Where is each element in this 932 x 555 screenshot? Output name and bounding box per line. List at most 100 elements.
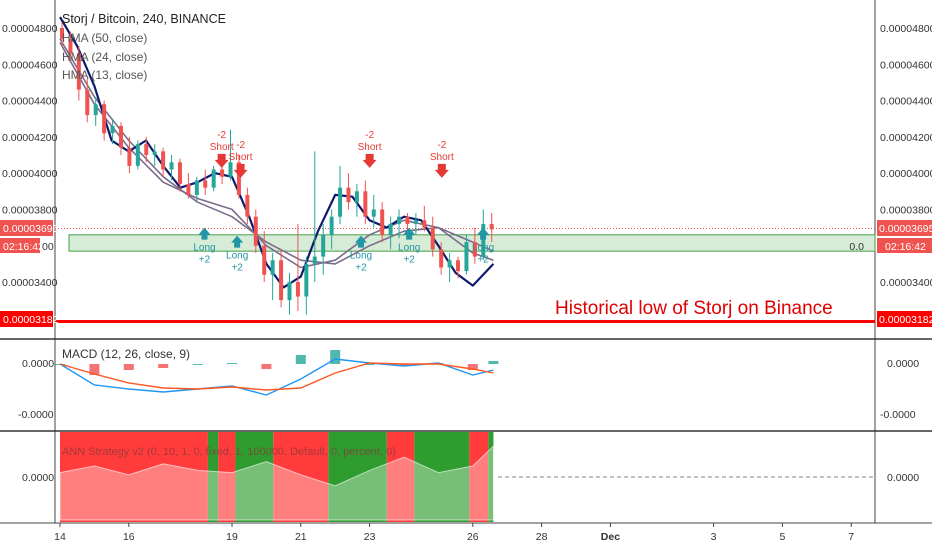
short-arrow-icon	[233, 163, 248, 178]
long-arrow-icon	[403, 227, 416, 240]
candle-body	[236, 162, 241, 195]
candle-body	[144, 144, 149, 155]
macd-histogram-bar	[488, 361, 499, 364]
candle-body	[186, 184, 191, 195]
hma50-legend: HMA (50, close)	[62, 31, 147, 45]
long-signal-label: Long	[193, 243, 215, 254]
price-tick-left: 0.00003400	[2, 277, 58, 289]
long-arrow-icon	[198, 227, 211, 240]
ann-regime-red	[273, 432, 329, 522]
long-signal-label: Long	[350, 251, 372, 262]
macd-tick-neg-right: -0.0000	[880, 409, 916, 421]
current-price-badges: 0.00003695 02:16:42 00 0.00003695 02:16:…	[0, 220, 932, 253]
price-tick-left: 0.00004000	[2, 168, 58, 180]
long-signal-label: Long	[398, 243, 420, 254]
countdown-left: 02:16:42	[3, 241, 44, 253]
macd-histogram-bar	[192, 364, 203, 365]
price-tick-right: 0.00004200	[880, 132, 932, 144]
low-price-left: 0.00003182	[3, 314, 59, 326]
macd-histogram-bar	[467, 364, 478, 370]
candle-body	[295, 282, 300, 297]
candle-body	[76, 53, 81, 90]
price-tick-right: 0.00003400	[880, 277, 932, 289]
candle-body	[397, 216, 402, 224]
long-arrow-icon	[355, 235, 367, 248]
pane-frames	[0, 0, 932, 524]
candle-body	[321, 234, 326, 257]
short-signal-label: Short	[358, 142, 382, 153]
short-signal-count: -2	[437, 140, 446, 151]
price-tick-left: 0.00004200	[2, 132, 58, 144]
candle-body	[447, 260, 452, 268]
candle-body	[253, 216, 258, 246]
hma24-legend: HMA (24, close)	[62, 50, 147, 64]
short-signal-count: -2	[217, 130, 226, 141]
price-tick-right: 0.00004800	[880, 23, 932, 35]
candle-body	[388, 223, 393, 235]
candle-body	[279, 260, 284, 301]
short-signal-count: -2	[365, 130, 374, 141]
macd-tick-zero-left: 0.0000	[22, 358, 54, 370]
short-arrow-icon	[434, 163, 449, 178]
long-signal-count: +2	[231, 263, 243, 274]
ann-regime-green	[328, 432, 387, 522]
ann-regime-red	[386, 432, 415, 522]
current-price-left: 0.00003695	[3, 223, 59, 235]
hma13-legend: HMA (13, close)	[62, 68, 147, 82]
macd-histogram-bar	[399, 364, 409, 366]
long-signal-count: +2	[199, 255, 211, 266]
price-tick-left: 0.00003800	[2, 204, 58, 216]
price-tick-right: 0.00004600	[880, 59, 932, 71]
time-tick-label: 23	[364, 531, 376, 543]
ann-regime-green	[414, 432, 470, 522]
ann-regime-red	[469, 432, 489, 522]
short-arrow-icon	[214, 153, 229, 168]
price-tick-right: 0.00003800	[880, 204, 932, 216]
macd-title: MACD (12, 26, close, 9)	[62, 347, 190, 361]
time-tick-label: 26	[467, 531, 479, 543]
symbol-title: Storj / Bitcoin, 240, BINANCE	[62, 12, 226, 26]
candle-body	[456, 260, 461, 272]
candle-body	[262, 245, 267, 275]
macd-histogram-bar	[123, 364, 134, 370]
candle-body	[439, 249, 444, 268]
macd-histogram-bar	[89, 364, 100, 375]
ann-tick-zero-right: 0.0000	[887, 472, 919, 484]
time-tick-label: 16	[123, 531, 135, 543]
price-tick-left: 0.00004600	[2, 59, 58, 71]
short-signal-label: Short	[229, 152, 253, 163]
short-arrow-icon	[362, 153, 377, 168]
ann-pane-curves	[59, 445, 494, 521]
candle-body	[464, 242, 469, 272]
candle-body	[93, 104, 98, 116]
candle-body	[338, 187, 343, 217]
short-signal-label: Short	[430, 152, 454, 163]
time-tick-label: Dec	[601, 531, 620, 543]
ann-title: ANN Strategy v2 (0, 10, 1, 0, fixed, 1, …	[62, 446, 396, 458]
candle-body	[110, 125, 115, 134]
candle-body	[177, 162, 182, 185]
candle-body	[354, 191, 359, 203]
time-tick-label: 14	[54, 531, 66, 543]
ann-regime-background	[60, 432, 494, 522]
ann-regime-green	[207, 432, 219, 522]
candle-body	[346, 187, 351, 203]
macd-tick-zero-right: 0.0000	[887, 358, 919, 370]
partial-tick-right: 0.0	[849, 241, 864, 253]
historical-low-annotation: Historical low of Storj on Binance	[555, 298, 833, 319]
long-signal-count: +2	[477, 255, 489, 266]
candle-body	[245, 194, 250, 217]
price-tick-right: 0.00004000	[880, 168, 932, 180]
ann-value-area	[59, 445, 494, 521]
long-arrow-icon	[231, 235, 244, 248]
candle-body	[489, 223, 494, 230]
candle-body	[413, 220, 418, 224]
candle-body	[363, 191, 368, 217]
low-price-right: 0.00003182	[879, 314, 932, 326]
candles	[60, 22, 494, 315]
candle-body	[472, 242, 477, 257]
macd-signal-line	[59, 362, 494, 391]
candle-body	[270, 260, 275, 275]
